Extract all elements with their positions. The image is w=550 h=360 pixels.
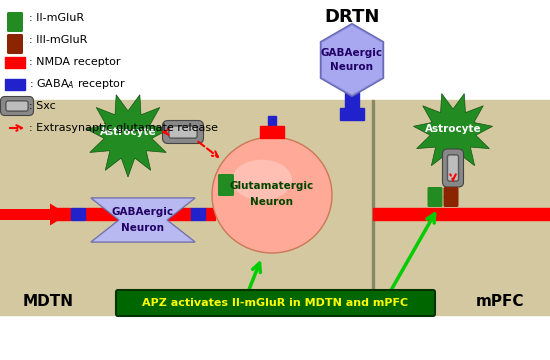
FancyBboxPatch shape	[218, 174, 234, 186]
Bar	[345, 82, 359, 110]
Polygon shape	[321, 24, 383, 96]
FancyBboxPatch shape	[6, 101, 28, 111]
Bar	[373, 208, 550, 220]
Bar	[340, 108, 364, 120]
FancyBboxPatch shape	[443, 149, 464, 187]
Bar	[205, 208, 215, 220]
FancyArrow shape	[549, 203, 550, 225]
Text: : NMDA receptor: : NMDA receptor	[29, 57, 120, 67]
FancyBboxPatch shape	[448, 155, 459, 181]
Text: Neuron: Neuron	[250, 197, 294, 207]
Bar	[268, 116, 276, 126]
Text: GABAergic: GABAergic	[112, 207, 174, 217]
FancyBboxPatch shape	[443, 187, 459, 198]
Text: Astrocyte: Astrocyte	[100, 127, 156, 137]
Ellipse shape	[232, 160, 292, 200]
Bar	[5, 57, 25, 68]
Ellipse shape	[212, 137, 332, 253]
Text: : GABA$_A$ receptor: : GABA$_A$ receptor	[29, 77, 126, 91]
FancyBboxPatch shape	[427, 196, 443, 207]
Text: : III-mGluR: : III-mGluR	[29, 35, 87, 45]
FancyBboxPatch shape	[7, 34, 23, 45]
FancyBboxPatch shape	[7, 21, 23, 32]
FancyBboxPatch shape	[7, 43, 23, 54]
Text: MDTN: MDTN	[23, 294, 74, 310]
Bar	[71, 208, 85, 220]
FancyBboxPatch shape	[116, 290, 435, 316]
FancyBboxPatch shape	[218, 184, 234, 196]
Polygon shape	[86, 95, 169, 177]
FancyArrow shape	[0, 203, 68, 225]
Text: Astrocyte: Astrocyte	[425, 124, 481, 134]
Bar	[86, 208, 191, 220]
Polygon shape	[91, 198, 195, 242]
Text: APZ activates II-mGluR in MDTN and mPFC: APZ activates II-mGluR in MDTN and mPFC	[142, 298, 408, 308]
Polygon shape	[414, 94, 493, 172]
Text: : Sxc: : Sxc	[29, 101, 56, 111]
Bar	[0, 100, 550, 315]
Bar	[260, 126, 284, 138]
Bar	[56, 208, 70, 220]
Text: Neuron: Neuron	[122, 223, 164, 233]
FancyBboxPatch shape	[1, 96, 34, 116]
Text: mPFC: mPFC	[476, 294, 524, 310]
FancyBboxPatch shape	[7, 12, 23, 23]
Bar	[372, 100, 374, 315]
FancyBboxPatch shape	[162, 121, 204, 144]
Text: Neuron: Neuron	[331, 62, 373, 72]
Text: : II-mGluR: : II-mGluR	[29, 13, 84, 23]
Text: : Extrasynaptic glutamate release: : Extrasynaptic glutamate release	[29, 123, 218, 133]
Text: Glutamatergic: Glutamatergic	[230, 181, 314, 191]
FancyBboxPatch shape	[427, 187, 443, 198]
Text: DRTN: DRTN	[324, 8, 380, 26]
FancyBboxPatch shape	[443, 196, 459, 207]
Polygon shape	[91, 198, 195, 242]
Bar	[5, 79, 25, 90]
Bar	[191, 208, 205, 220]
FancyBboxPatch shape	[169, 126, 197, 138]
Polygon shape	[321, 24, 383, 96]
Text: GABAergic: GABAergic	[321, 48, 383, 58]
